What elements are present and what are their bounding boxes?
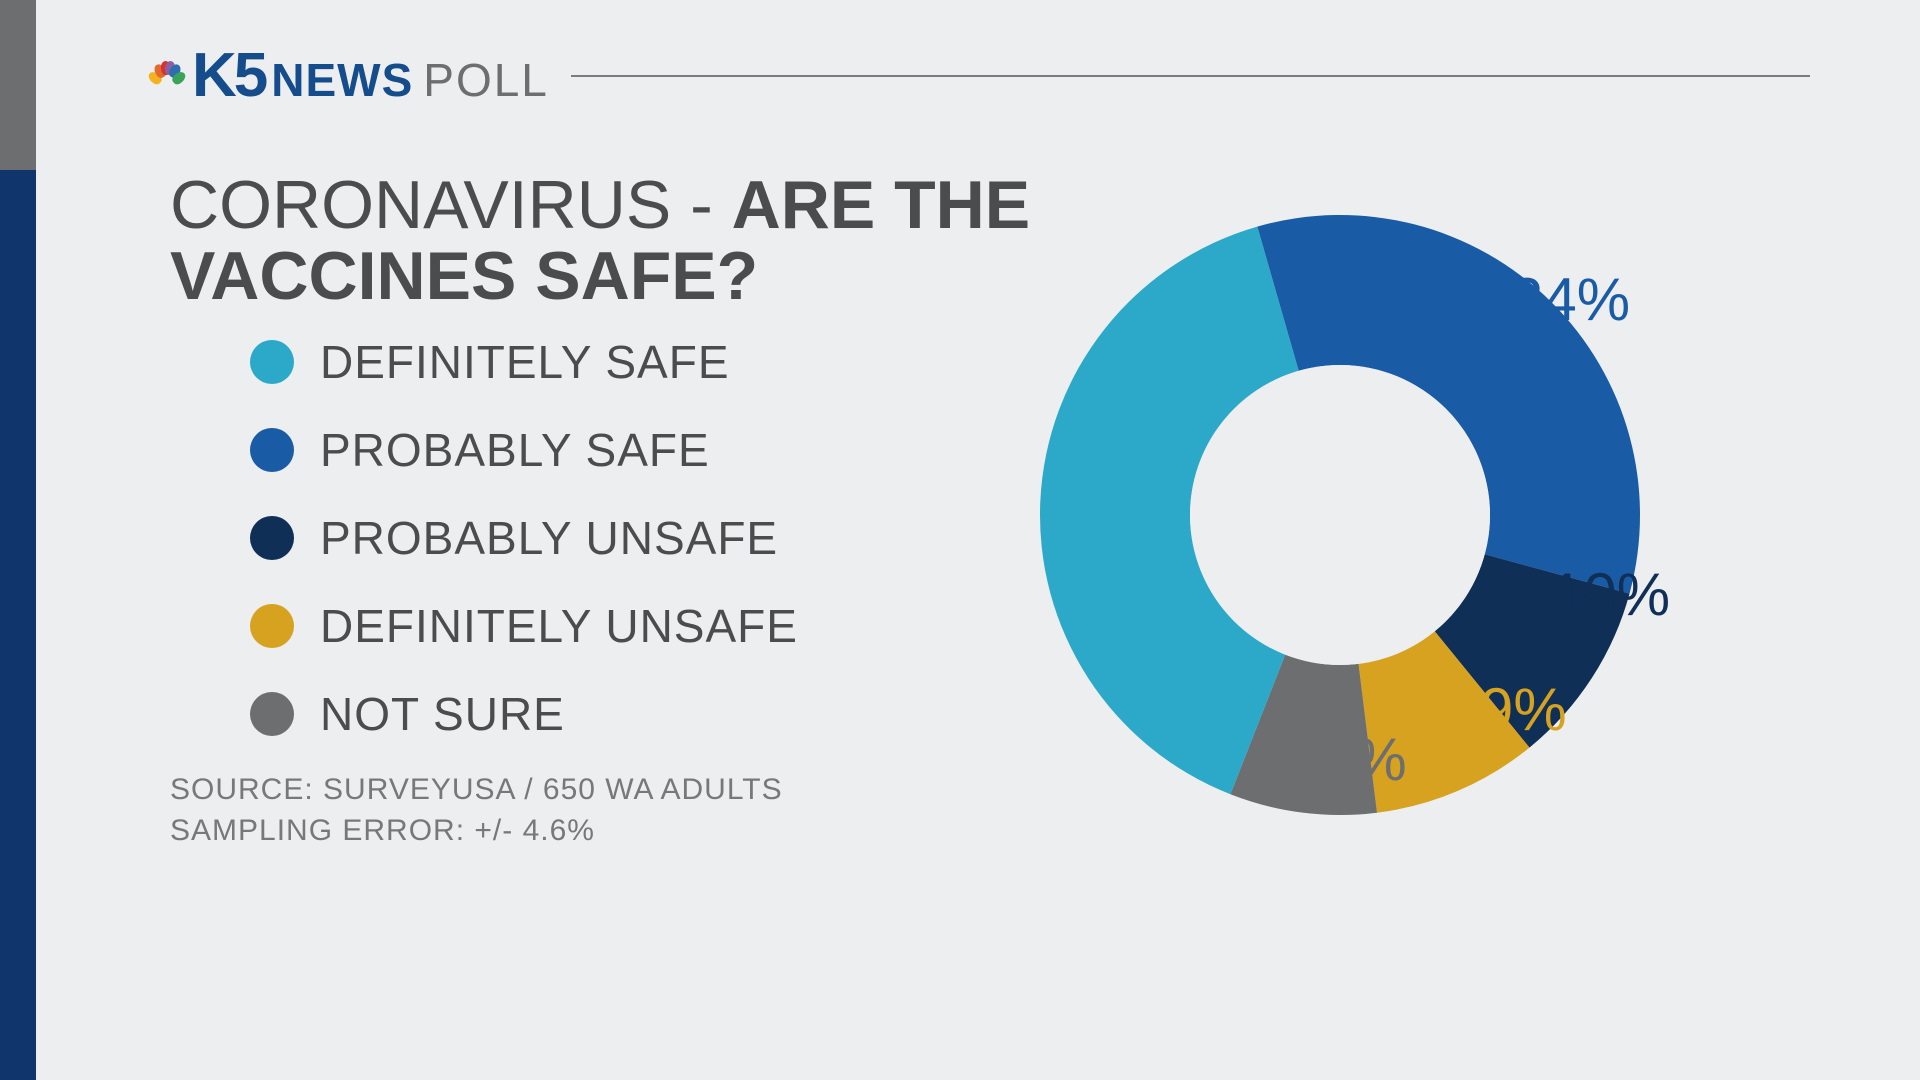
swatch-icon xyxy=(250,604,294,648)
header: K5 NEWS POLL xyxy=(150,40,1810,111)
swatch-icon xyxy=(250,428,294,472)
source-line-2: SAMPLING ERROR: +/- 4.6% xyxy=(170,811,783,852)
donut-chart: 34%10%9%8%40% xyxy=(1020,195,1660,835)
poll-graphic: K5 NEWS POLL CORONAVIRUS - ARE THE VACCI… xyxy=(0,0,1920,1080)
source-note: SOURCE: SURVEYUSA / 650 WA ADULTS SAMPLI… xyxy=(170,770,783,851)
legend: DEFINITELY SAFE PROBABLY SAFE PROBABLY U… xyxy=(250,335,798,741)
nbc-peacock-icon xyxy=(150,59,184,93)
donut-hole xyxy=(1190,365,1490,665)
logo-station: K5 xyxy=(192,40,265,111)
logo-poll: POLL xyxy=(423,53,549,107)
title-lead: CORONAVIRUS - xyxy=(170,167,732,243)
legend-label: NOT SURE xyxy=(320,687,565,741)
pct-label-probably_safe: 34% xyxy=(1510,265,1630,334)
pct-label-definitely_unsafe: 9% xyxy=(1480,675,1567,744)
swatch-icon xyxy=(250,340,294,384)
swatch-icon xyxy=(250,516,294,560)
legend-label: DEFINITELY SAFE xyxy=(320,335,730,389)
pct-label-probably_unsafe: 10% xyxy=(1550,560,1670,629)
left-accent-blue xyxy=(0,170,36,1080)
swatch-icon xyxy=(250,692,294,736)
legend-label: DEFINITELY UNSAFE xyxy=(320,599,798,653)
pct-label-not_sure: 8% xyxy=(1320,725,1407,794)
legend-label: PROBABLY UNSAFE xyxy=(320,511,778,565)
station-logo: K5 NEWS POLL xyxy=(150,40,549,111)
legend-label: PROBABLY SAFE xyxy=(320,423,710,477)
legend-item-probably-safe: PROBABLY SAFE xyxy=(250,423,798,477)
poll-question: CORONAVIRUS - ARE THE VACCINES SAFE? xyxy=(170,170,1030,311)
title-bold-2: VACCINES SAFE? xyxy=(170,238,758,314)
title-bold-1: ARE THE xyxy=(732,167,1030,243)
pct-label-definitely_safe: 40% xyxy=(1045,515,1165,584)
legend-item-definitely-safe: DEFINITELY SAFE xyxy=(250,335,798,389)
logo-news: NEWS xyxy=(271,53,413,107)
legend-item-definitely-unsafe: DEFINITELY UNSAFE xyxy=(250,599,798,653)
legend-item-probably-unsafe: PROBABLY UNSAFE xyxy=(250,511,798,565)
source-line-1: SOURCE: SURVEYUSA / 650 WA ADULTS xyxy=(170,770,783,811)
left-accent-gray xyxy=(0,0,36,170)
legend-item-not-sure: NOT SURE xyxy=(250,687,798,741)
header-rule xyxy=(571,75,1810,77)
